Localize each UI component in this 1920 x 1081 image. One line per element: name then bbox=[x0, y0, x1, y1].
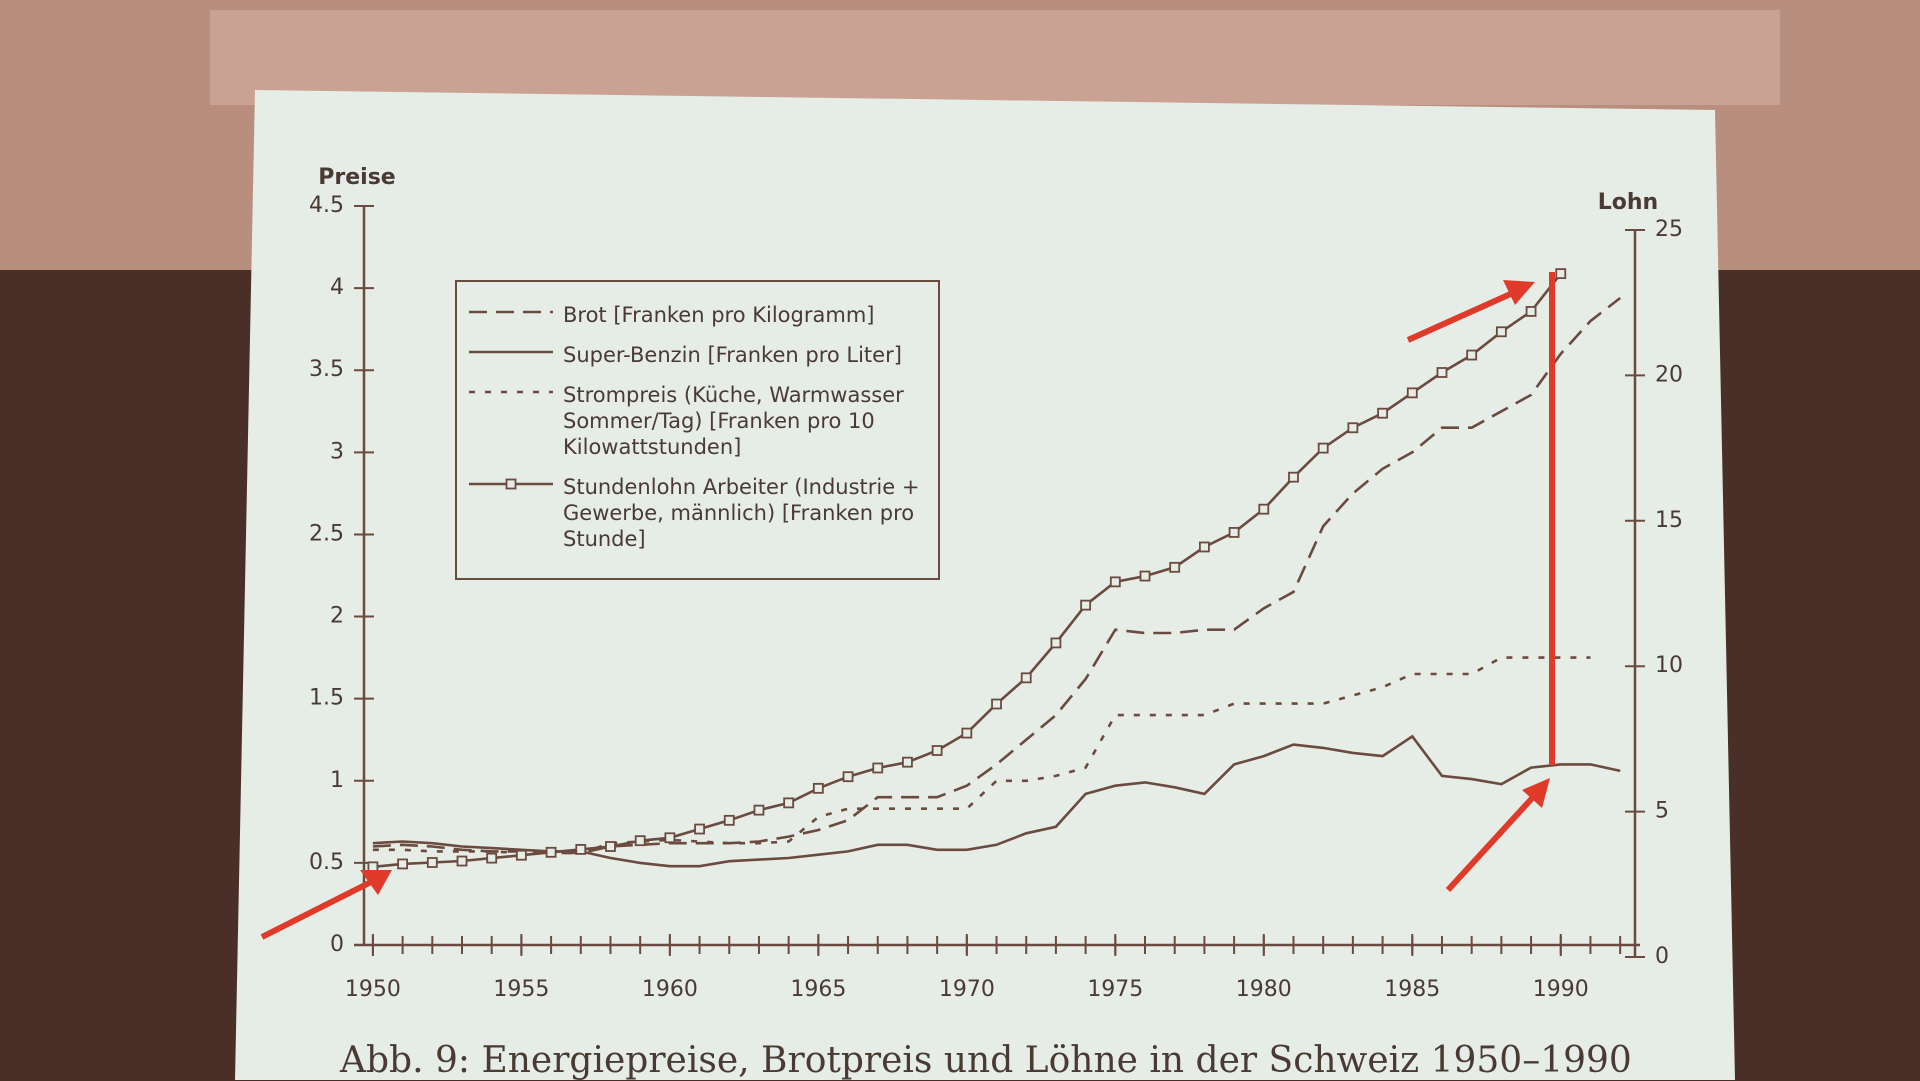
y2-axis-label: Lohn bbox=[1598, 190, 1658, 215]
series-marker bbox=[872, 762, 884, 774]
series-marker bbox=[545, 846, 557, 858]
series-marker bbox=[1406, 387, 1418, 399]
projection-screen bbox=[235, 90, 1735, 1080]
y2-tick-label: 25 bbox=[1655, 217, 1683, 242]
series-marker bbox=[694, 823, 705, 835]
series-marker bbox=[1199, 541, 1210, 553]
series-marker bbox=[961, 727, 973, 739]
series-marker bbox=[902, 756, 913, 768]
legend-label: Strompreis (Küche, Warmwasser Sommer/Tag… bbox=[563, 383, 904, 459]
series-marker bbox=[723, 814, 735, 826]
series-marker bbox=[486, 852, 498, 864]
series-marker bbox=[575, 844, 587, 855]
red-arrow bbox=[1406, 289, 1517, 343]
y-tick-label: 4.5 bbox=[309, 193, 344, 218]
y-tick-label: 3.5 bbox=[309, 357, 344, 382]
y-tick-label: 3 bbox=[330, 439, 344, 464]
y2-tick-label: 15 bbox=[1655, 508, 1683, 533]
series-marker bbox=[456, 855, 468, 867]
plot: 0 0.5 1 1.5 2 2.5 3 3.5 4 4.5 0 5 10 15 20 25 1950 1955 19… bbox=[309, 193, 1683, 1002]
series-marker bbox=[1377, 407, 1388, 419]
y-tick-label: 0 bbox=[330, 932, 344, 957]
legend-swatch bbox=[469, 310, 553, 314]
caption: Abb. 9: Energiepreise, Brotpreis und Löh… bbox=[340, 1040, 1632, 1081]
series-marker bbox=[1228, 527, 1240, 538]
series-marker bbox=[812, 782, 824, 794]
series-marker bbox=[1139, 570, 1151, 582]
series-marker bbox=[1347, 422, 1359, 434]
series-marker bbox=[783, 797, 795, 809]
series-marker bbox=[1288, 471, 1299, 483]
series-marker bbox=[991, 698, 1002, 710]
series-marker bbox=[1495, 326, 1507, 338]
series-marker bbox=[931, 745, 943, 756]
legend-swatch bbox=[469, 350, 553, 354]
series-marker bbox=[1436, 367, 1448, 378]
series-line bbox=[372, 656, 1591, 855]
series-marker bbox=[426, 857, 438, 868]
y-tick-label: 0.5 bbox=[309, 850, 344, 875]
series-marker bbox=[634, 835, 646, 847]
series-marker bbox=[664, 832, 676, 844]
series-marker bbox=[605, 841, 616, 852]
red-arrowhead bbox=[1503, 280, 1535, 305]
series-marker bbox=[1258, 503, 1270, 515]
y2-tick-label: 20 bbox=[1655, 362, 1683, 387]
y-tick-label: 4 bbox=[330, 275, 344, 300]
x-tick-label: 1970 bbox=[939, 977, 995, 1002]
legend-item: Super-Benzin [Franken pro Liter] bbox=[467, 342, 928, 368]
legend-item: Brot [Franken pro Kilogramm] bbox=[467, 302, 928, 328]
series-marker bbox=[1466, 349, 1478, 361]
x-tick-label: 1955 bbox=[493, 977, 549, 1002]
series-marker bbox=[1555, 268, 1567, 280]
legend-label: Stundenlohn Arbeiter (Industrie + Gewerb… bbox=[563, 475, 920, 551]
y2-tick-label: 10 bbox=[1655, 653, 1683, 678]
x-tick-label: 1985 bbox=[1384, 977, 1440, 1002]
legend-label: Super-Benzin [Franken pro Liter] bbox=[563, 343, 902, 367]
red-arrowhead bbox=[360, 870, 392, 895]
series-marker bbox=[1317, 442, 1329, 454]
y-axis-label: Preise bbox=[318, 165, 395, 190]
x-tick-label: 1960 bbox=[642, 977, 698, 1002]
red-arrow bbox=[1445, 792, 1538, 893]
series-marker bbox=[1020, 672, 1032, 684]
series-marker bbox=[842, 771, 854, 783]
y2-tick-label: 5 bbox=[1655, 799, 1669, 824]
y-tick-label: 1 bbox=[330, 768, 344, 793]
x-tick-label: 1975 bbox=[1087, 977, 1143, 1002]
x-tick-label: 1965 bbox=[790, 977, 846, 1002]
x-tick-label: 1950 bbox=[345, 977, 401, 1002]
legend: Brot [Franken pro Kilogramm] Super-Benzin… bbox=[455, 280, 940, 580]
legend-item: Strompreis (Küche, Warmwasser Sommer/Tag… bbox=[467, 382, 928, 460]
legend-marker bbox=[505, 478, 517, 490]
y-tick-label: 2.5 bbox=[309, 521, 344, 546]
legend-label: Brot [Franken pro Kilogramm] bbox=[563, 303, 875, 327]
series-marker bbox=[1050, 637, 1062, 649]
y-tick-label: 2 bbox=[330, 604, 344, 629]
x-tick-label: 1980 bbox=[1236, 977, 1292, 1002]
annotations bbox=[260, 272, 1555, 940]
y2-tick-label: 0 bbox=[1655, 944, 1669, 969]
red-arrowhead bbox=[1522, 778, 1550, 808]
legend-item: Stundenlohn Arbeiter (Industrie + Gewerb… bbox=[467, 474, 928, 552]
screen-housing bbox=[210, 10, 1780, 105]
legend-swatch bbox=[469, 478, 553, 490]
series-marker bbox=[397, 858, 409, 870]
x-tick-label: 1990 bbox=[1533, 977, 1589, 1002]
series-marker bbox=[1169, 561, 1181, 573]
series-marker bbox=[515, 849, 527, 861]
series-marker bbox=[753, 804, 765, 816]
red-arrow bbox=[260, 877, 377, 940]
series-marker bbox=[1080, 599, 1092, 611]
y-tick-label: 1.5 bbox=[309, 686, 344, 711]
series-marker bbox=[1525, 306, 1537, 317]
series-line bbox=[372, 296, 1621, 855]
series-marker bbox=[1109, 576, 1121, 588]
legend-swatch bbox=[469, 390, 553, 394]
